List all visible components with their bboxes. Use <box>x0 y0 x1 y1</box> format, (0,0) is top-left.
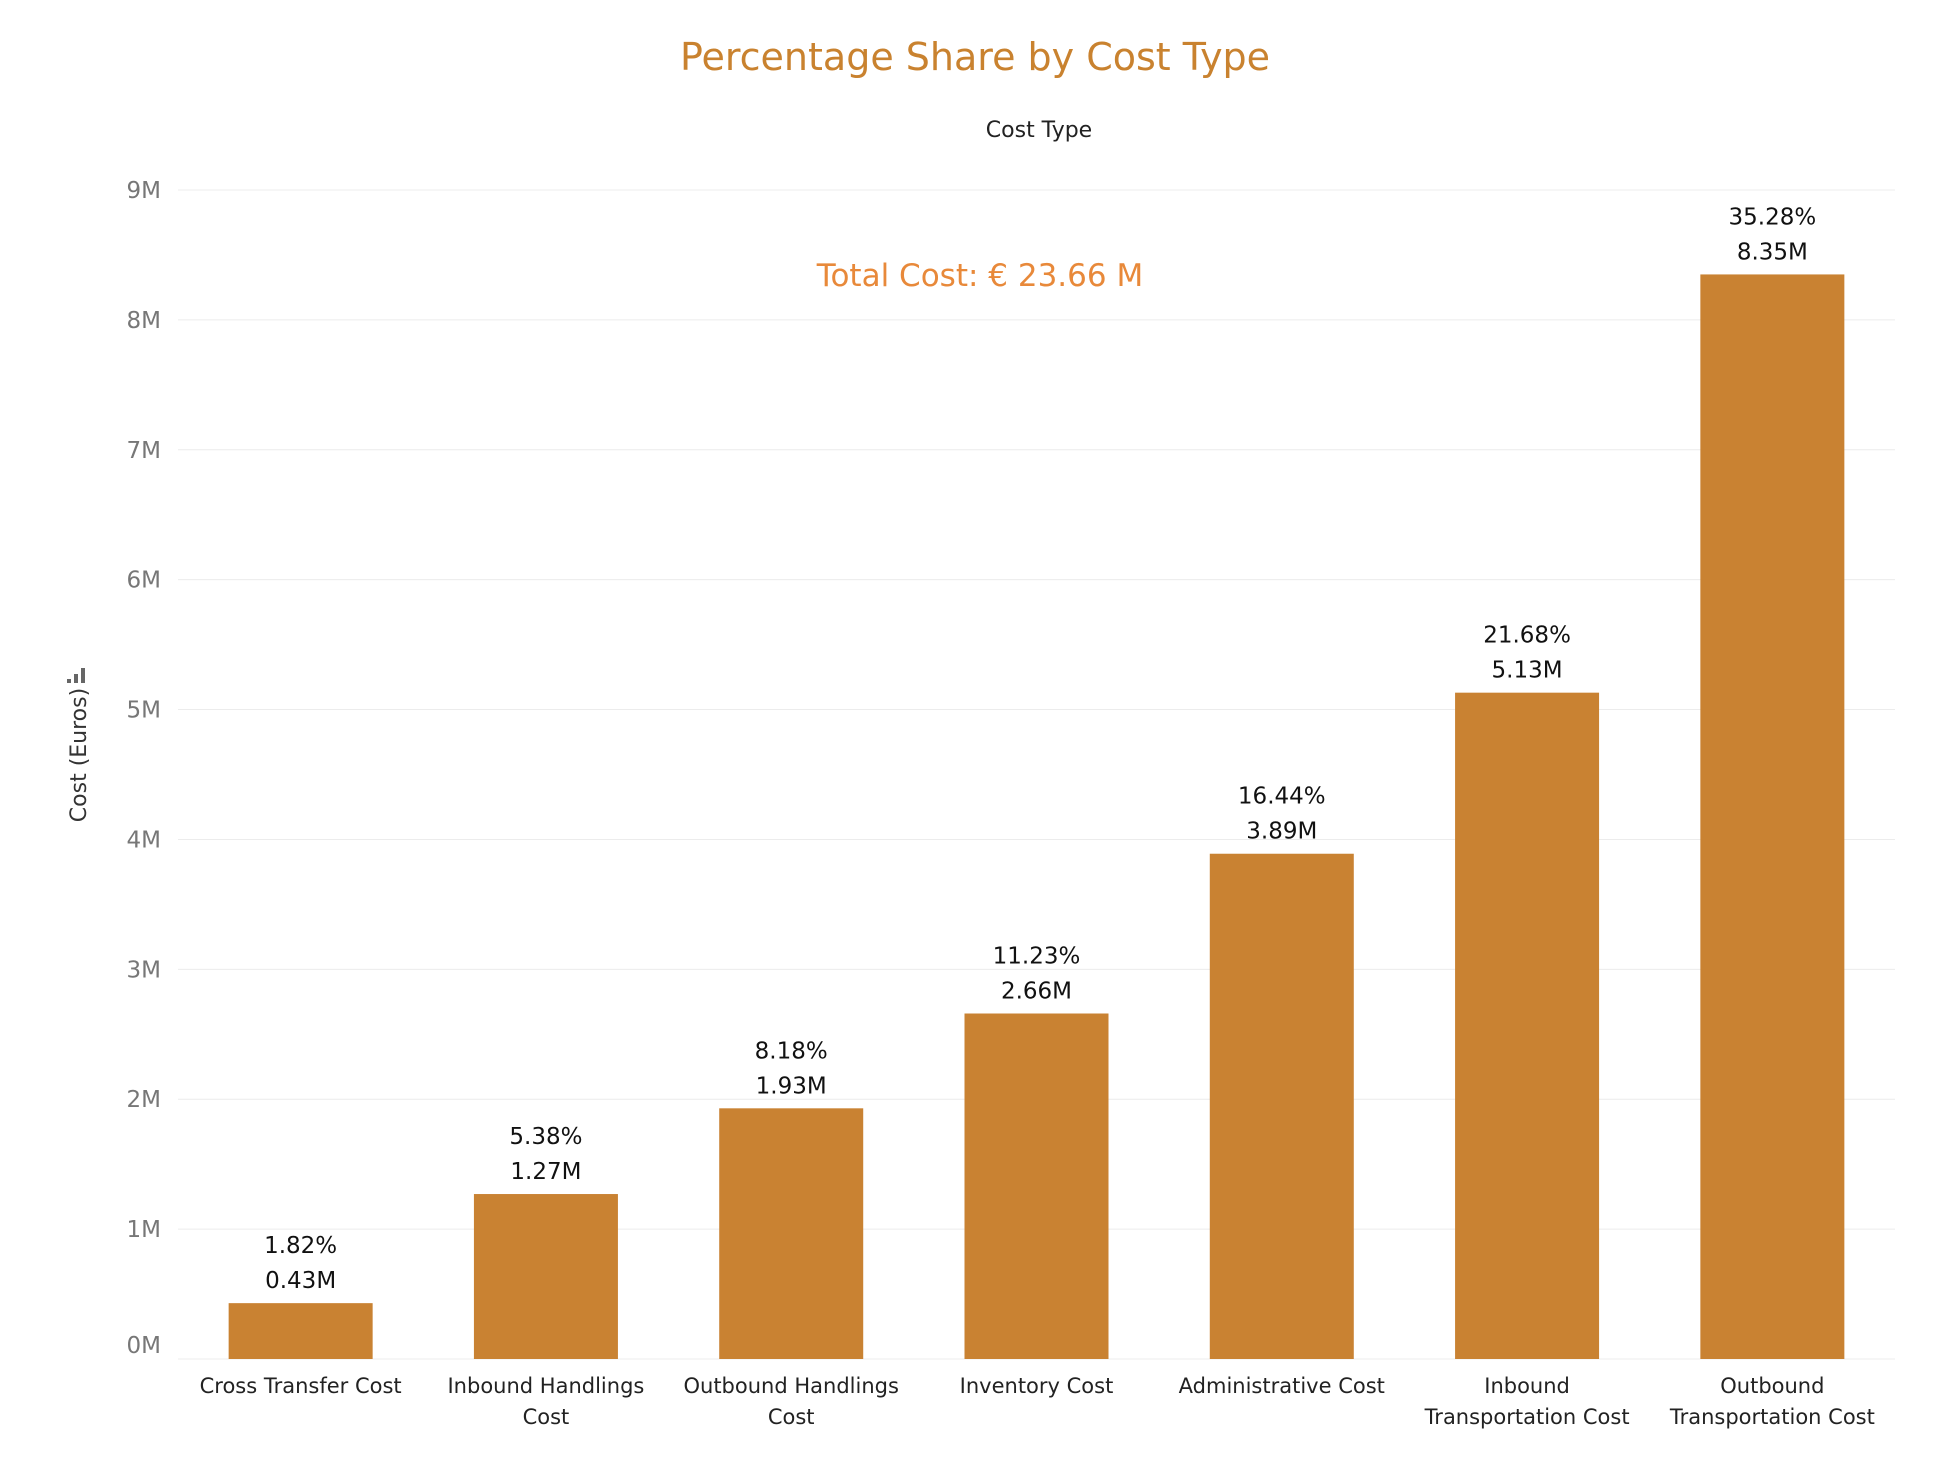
bar <box>1209 853 1354 1359</box>
value-label: 1.27M <box>510 1159 581 1185</box>
y-tick-label: 1M <box>127 1217 161 1243</box>
y-axis-ticks: 0M 1M 2M 3M 4M 5M 6M 7M 8M 9M <box>127 178 161 1359</box>
value-label: 3.89M <box>1246 819 1317 845</box>
value-label: 1.93M <box>756 1073 827 1099</box>
y-tick-label: 4M <box>127 827 161 853</box>
data-labels: 1.82% 0.43M 5.38% 1.27M 8.18% 1.93M 11.23% 2.66… <box>264 204 1816 1294</box>
y-axis-title: Cost (Euros) <box>67 668 92 822</box>
y-axis-label: Cost (Euros) <box>67 688 92 822</box>
y-tick-label: 6M <box>127 568 161 594</box>
percent-label: 1.82% <box>264 1233 337 1259</box>
category-label: Transportation Cost <box>1424 1405 1630 1429</box>
chart-title: Percentage Share by Cost Type <box>680 35 1270 79</box>
bar <box>228 1303 373 1359</box>
y-tick-label: 2M <box>127 1087 161 1113</box>
bar <box>1455 692 1600 1359</box>
percent-label: 8.18% <box>755 1038 828 1064</box>
value-label: 0.43M <box>265 1268 336 1294</box>
value-label: 2.66M <box>1001 978 1072 1004</box>
category-label: Cross Transfer Cost <box>200 1374 402 1398</box>
category-label: Transportation Cost <box>1669 1405 1875 1429</box>
category-label: Cost <box>523 1405 570 1429</box>
percent-label: 11.23% <box>993 943 1081 969</box>
y-tick-label: 9M <box>127 178 161 204</box>
bar <box>719 1108 864 1359</box>
category-label: Administrative Cost <box>1179 1374 1385 1398</box>
percent-label: 21.68% <box>1483 623 1571 649</box>
category-label: Outbound Handlings <box>683 1374 898 1398</box>
y-tick-label: 3M <box>127 957 161 983</box>
column-header: Cost Type <box>986 118 1092 143</box>
bar <box>1700 274 1845 1360</box>
value-label: 8.35M <box>1737 239 1808 265</box>
y-tick-label: 7M <box>127 438 161 464</box>
percent-label: 5.38% <box>509 1124 582 1150</box>
y-tick-label: 0M <box>127 1333 161 1359</box>
percent-label: 16.44% <box>1238 784 1326 810</box>
gridlines <box>178 189 1895 1360</box>
x-axis-categories: Cross Transfer Cost Inbound Handlings Cost… <box>200 1374 1875 1429</box>
y-tick-label: 5M <box>127 698 161 724</box>
percent-label: 35.28% <box>1729 204 1817 230</box>
bar-chart-icon <box>67 668 85 683</box>
total-cost-annotation: Total Cost: € 23.66 M <box>816 258 1143 294</box>
bar <box>473 1194 618 1359</box>
bars <box>228 274 1845 1360</box>
category-label: Inbound Handlings <box>447 1374 644 1398</box>
bar <box>964 1013 1109 1359</box>
category-label: Inventory Cost <box>960 1374 1114 1398</box>
category-label: Inbound <box>1484 1374 1570 1398</box>
category-label: Cost <box>768 1405 815 1429</box>
category-label: Outbound <box>1720 1374 1824 1398</box>
value-label: 5.13M <box>1492 658 1563 684</box>
y-tick-label: 8M <box>127 308 161 334</box>
